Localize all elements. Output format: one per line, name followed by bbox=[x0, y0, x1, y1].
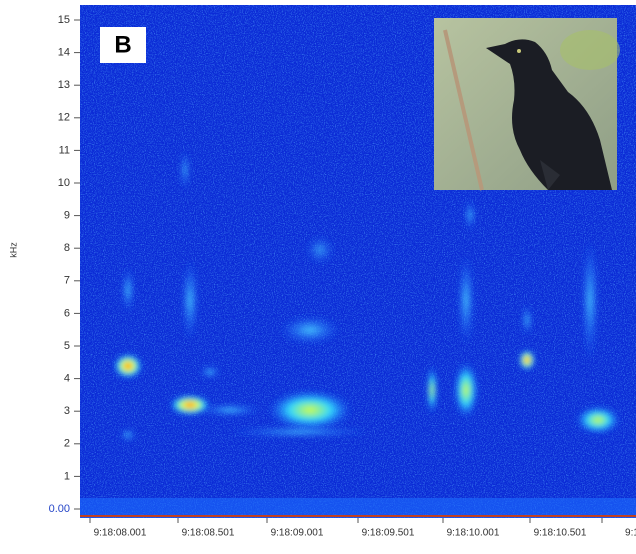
y-tick-label: 13 bbox=[58, 79, 70, 91]
panel-label: B bbox=[114, 31, 131, 58]
y-tick-label: 11 bbox=[59, 144, 70, 156]
y-tick-label: 5 bbox=[64, 340, 70, 352]
x-tick-label: 9:18:09.001 bbox=[271, 528, 324, 539]
y-tick-label: 9 bbox=[64, 210, 70, 222]
y-tick-label: 12 bbox=[58, 112, 70, 124]
y-tick-label: 8 bbox=[64, 242, 70, 254]
bird-photo bbox=[434, 18, 620, 191]
x-tick-label: 9:18:08.001 bbox=[94, 528, 147, 539]
x-tick-label: 9:18:09.501 bbox=[362, 528, 415, 539]
x-tick-label: 9:18:10.501 bbox=[534, 528, 587, 539]
y-tick-label: 15 bbox=[58, 14, 70, 26]
y-axis-label: kHz bbox=[8, 242, 18, 258]
y-tick-label: 4 bbox=[64, 373, 70, 385]
y-tick-label: 1 bbox=[64, 470, 70, 482]
y-tick-label: 6 bbox=[64, 307, 70, 319]
y-tick-label: 7 bbox=[64, 275, 70, 287]
x-tick-label: 9:18:10.001 bbox=[447, 528, 500, 539]
y-tick-label: 10 bbox=[58, 177, 70, 189]
x-tick-label: 9:1 bbox=[625, 528, 636, 539]
x-axis: 9:18:08.001 9:18:08.501 9:18:09.001 9:18:09… bbox=[89, 518, 636, 539]
panel-label-box: B bbox=[100, 27, 146, 63]
y-tick-label: 3 bbox=[64, 405, 70, 417]
y-tick-label: 2 bbox=[64, 438, 70, 450]
y-tick-label: 14 bbox=[58, 47, 70, 59]
x-tick-label: 9:18:08.501 bbox=[182, 528, 235, 539]
y-tick-label: 0.00 bbox=[49, 503, 70, 515]
